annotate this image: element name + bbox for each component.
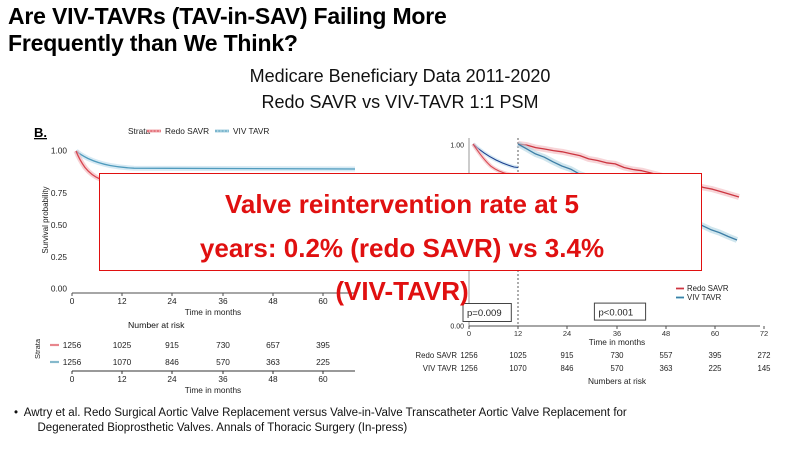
svg-text:Time in months: Time in months <box>185 385 241 395</box>
svg-text:Numbers at risk: Numbers at risk <box>588 376 647 386</box>
svg-text:12: 12 <box>117 374 127 384</box>
svg-text:225: 225 <box>316 357 330 367</box>
svg-text:0.25: 0.25 <box>51 252 68 262</box>
svg-text:145: 145 <box>757 364 771 373</box>
svg-text:Redo SAVR: Redo SAVR <box>416 351 458 360</box>
svg-text:0.00: 0.00 <box>51 284 68 294</box>
svg-text:1256: 1256 <box>460 351 477 360</box>
svg-text:24: 24 <box>167 374 177 384</box>
svg-text:60: 60 <box>711 329 719 338</box>
svg-text:1256: 1256 <box>460 364 477 373</box>
svg-text:72: 72 <box>760 329 768 338</box>
svg-text:570: 570 <box>216 357 230 367</box>
svg-text:0.00: 0.00 <box>450 324 464 331</box>
svg-text:24: 24 <box>563 329 571 338</box>
svg-text:557: 557 <box>659 351 672 360</box>
svg-text:570: 570 <box>610 364 624 373</box>
svg-text:1.00: 1.00 <box>450 143 464 150</box>
svg-text:Time in months: Time in months <box>589 337 645 347</box>
svg-text:730: 730 <box>216 340 230 350</box>
svg-text:1025: 1025 <box>509 351 527 360</box>
svg-text:VIV TAVR: VIV TAVR <box>423 364 458 373</box>
svg-text:0: 0 <box>70 296 75 306</box>
svg-text:1070: 1070 <box>113 357 132 367</box>
svg-text:VIV TAVR: VIV TAVR <box>233 126 269 136</box>
svg-text:48: 48 <box>268 374 278 384</box>
svg-text:60: 60 <box>318 374 328 384</box>
svg-text:225: 225 <box>708 364 722 373</box>
svg-text:36: 36 <box>218 374 228 384</box>
svg-text:12: 12 <box>514 329 522 338</box>
svg-text:Redo SAVR: Redo SAVR <box>165 126 209 136</box>
svg-text:B.: B. <box>34 125 47 140</box>
svg-text:915: 915 <box>165 340 179 350</box>
svg-text:1.00: 1.00 <box>51 146 68 156</box>
svg-text:48: 48 <box>662 329 670 338</box>
svg-text:730: 730 <box>610 351 624 360</box>
svg-text:846: 846 <box>165 357 179 367</box>
svg-text:0: 0 <box>70 374 75 384</box>
svg-text:1256: 1256 <box>63 340 82 350</box>
svg-text:Number at risk: Number at risk <box>128 320 185 330</box>
svg-text:395: 395 <box>708 351 722 360</box>
svg-text:363: 363 <box>266 357 280 367</box>
svg-text:657: 657 <box>266 340 280 350</box>
svg-text:Survival probability: Survival probability <box>41 186 50 253</box>
svg-text:1025: 1025 <box>113 340 132 350</box>
svg-text:846: 846 <box>560 364 573 373</box>
svg-text:0: 0 <box>467 329 471 338</box>
svg-text:0.75: 0.75 <box>51 188 68 198</box>
svg-text:1256: 1256 <box>63 357 82 367</box>
svg-text:915: 915 <box>560 351 574 360</box>
svg-text:1070: 1070 <box>509 364 527 373</box>
svg-text:395: 395 <box>316 340 330 350</box>
svg-text:0.50: 0.50 <box>51 220 68 230</box>
svg-text:363: 363 <box>659 364 672 373</box>
svg-text:Strata: Strata <box>33 338 42 359</box>
svg-text:272: 272 <box>757 351 770 360</box>
